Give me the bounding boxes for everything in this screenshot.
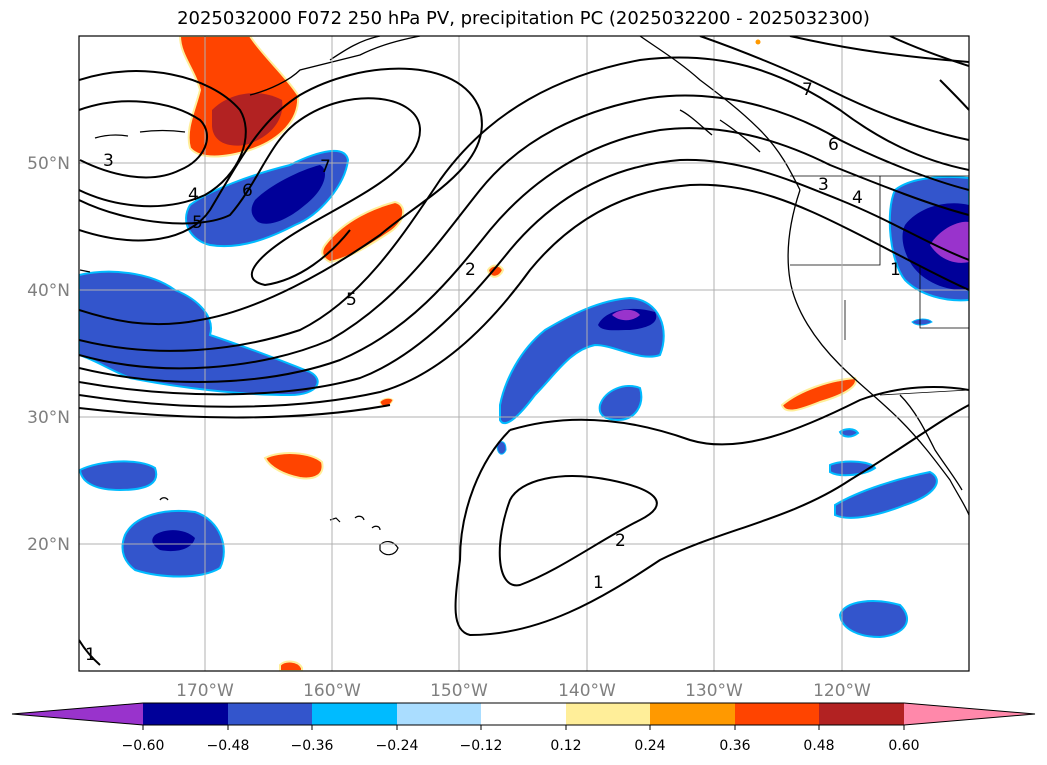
pv-contour — [79, 67, 483, 326]
pv-contours — [79, 36, 969, 666]
contour-label: 3 — [103, 151, 114, 171]
pv-contour — [498, 475, 658, 587]
contour-label: 2 — [615, 531, 626, 551]
pv-contour — [79, 183, 969, 408]
colorbar-label: 0.24 — [634, 738, 665, 754]
contour-label: 7 — [320, 157, 331, 177]
contour-label: 7 — [802, 80, 813, 100]
colorbar-label: −0.36 — [291, 738, 334, 754]
lon-tick-label: 150°W — [430, 681, 488, 701]
colorbar-segment — [397, 703, 481, 725]
contour-label: 2 — [465, 260, 476, 280]
pv-contour — [939, 79, 969, 111]
precip-blob — [263, 452, 324, 480]
colorbar-segment — [228, 703, 312, 725]
contour-label: 4 — [188, 185, 199, 205]
precip-blob — [780, 376, 857, 412]
contour-label: 5 — [346, 290, 357, 310]
pv-contour — [79, 158, 969, 396]
pv-contour — [79, 404, 391, 419]
precip-blob — [79, 460, 158, 492]
precip-blob — [838, 428, 860, 438]
lon-tick-label: 130°W — [685, 681, 743, 701]
precip-blob — [152, 530, 195, 552]
coastlines — [79, 36, 969, 516]
pv-contour — [889, 36, 969, 67]
colorbar-label: −0.12 — [460, 738, 503, 754]
precip-blob — [321, 200, 405, 264]
contour-label: 6 — [242, 181, 253, 201]
contour-label: 4 — [852, 188, 863, 208]
pv-contour — [79, 97, 422, 287]
precip-blob — [598, 385, 643, 422]
precip-blob — [279, 660, 303, 671]
negative-precip-regions — [79, 149, 969, 639]
contour-label: 5 — [192, 213, 203, 233]
figure-title: 2025032000 F072 250 hPa PV, precipitatio… — [177, 8, 870, 29]
colorbar-segment — [143, 703, 228, 725]
colorbar-label: 0.48 — [803, 738, 834, 754]
lon-tick-labels: 170°W 160°W 150°W 140°W 130°W 120°W — [176, 681, 871, 701]
lat-tick-label: 40°N — [27, 281, 70, 301]
pv-contour — [454, 404, 969, 637]
positive-precip-regions — [178, 36, 857, 671]
contour-label: 1 — [593, 573, 604, 593]
contour-label: 1 — [85, 645, 96, 665]
precip-blob — [930, 221, 969, 263]
precip-blob — [838, 600, 909, 639]
contour-labels: 3 4 5 6 7 5 2 7 6 3 4 1 2 1 1 — [85, 80, 901, 665]
colorbar-min-extension — [12, 703, 143, 725]
colorbar-segment — [650, 703, 735, 725]
precip-blob — [834, 470, 938, 519]
pv-contour — [79, 70, 247, 208]
colorbar-max-extension — [904, 703, 1035, 725]
precip-blob — [486, 264, 505, 278]
colorbar-segment — [312, 703, 397, 725]
colorbar-label: 0.36 — [719, 738, 750, 754]
precip-blob — [911, 318, 933, 326]
colorbar-label: 0.12 — [550, 738, 581, 754]
precip-blob — [251, 165, 325, 224]
pv-contour — [79, 127, 969, 383]
colorbar-segment — [819, 703, 904, 725]
precip-blob — [212, 93, 283, 146]
lon-tick-label: 170°W — [176, 681, 234, 701]
pv-contour — [79, 100, 209, 179]
contour-label: 1 — [890, 260, 901, 280]
country-borders — [790, 175, 969, 396]
pv-contour — [79, 639, 101, 666]
lon-tick-label: 160°W — [303, 681, 361, 701]
lat-tick-label: 20°N — [27, 535, 70, 555]
pv-contour — [789, 36, 969, 63]
contour-label: 6 — [828, 135, 839, 155]
colorbar-label: −0.60 — [122, 738, 165, 754]
lat-tick-labels: 50°N 40°N 30°N 20°N — [27, 154, 70, 555]
colorbar-label: −0.24 — [376, 738, 419, 754]
map-frame — [78, 35, 970, 672]
pv-contour — [699, 36, 969, 141]
precip-blob — [612, 309, 640, 321]
lon-tick-label: 120°W — [813, 681, 871, 701]
colorbar: −0.60 −0.48 −0.36 −0.24 −0.12 0.12 0.24 … — [11, 702, 1036, 754]
contour-label: 3 — [818, 175, 829, 195]
precip-blob — [755, 39, 761, 45]
colorbar-segment — [481, 703, 566, 725]
lat-tick-label: 50°N — [27, 154, 70, 174]
hawaiian-islands — [329, 515, 399, 556]
colorbar-segment — [735, 703, 819, 725]
colorbar-segment — [566, 703, 650, 725]
colorbar-label: 0.60 — [888, 738, 919, 754]
lon-tick-label: 140°W — [558, 681, 616, 701]
colorbar-label: −0.48 — [207, 738, 250, 754]
pv-contour — [79, 56, 969, 352]
lat-tick-label: 30°N — [27, 408, 70, 428]
pv-contour — [509, 386, 969, 446]
pv-contour — [79, 94, 969, 370]
